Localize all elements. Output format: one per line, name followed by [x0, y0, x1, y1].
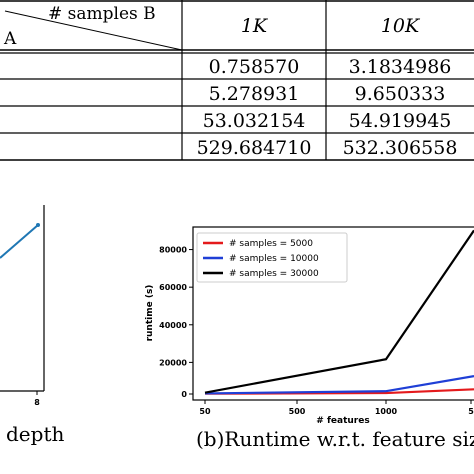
- y-axis-label: runtime (s): [145, 285, 155, 342]
- y-tick-label: 60000: [159, 283, 187, 292]
- table-cell: 9.650333: [355, 83, 446, 105]
- table-cell: 3.1834986: [349, 56, 452, 78]
- column-header-1k: 1K: [241, 15, 269, 37]
- x-tick-label: 5: [468, 407, 474, 416]
- x-tick-label: 1000: [375, 407, 398, 416]
- column-header-10k: 10K: [381, 15, 421, 37]
- y-tick-label: 40000: [159, 321, 187, 330]
- series-line: [204, 375, 474, 395]
- x-axis-label: # features: [316, 416, 369, 426]
- y-tick-label: 20000: [159, 358, 187, 367]
- header-left-label: A: [3, 29, 17, 49]
- figure-caption: (b)Runtime w.r.t. feature size: [196, 427, 474, 451]
- legend-label: # samples = 10000: [229, 254, 319, 264]
- table-cell: 0.758570: [209, 56, 300, 78]
- plot-frame: [192, 226, 474, 401]
- legend-label: # samples = 5000: [229, 239, 313, 249]
- left-x-tick: 8: [34, 398, 40, 407]
- header-diagonal: [4, 10, 183, 51]
- header-top-label: # samples B: [48, 4, 156, 24]
- table-cell: 54.919945: [349, 110, 452, 132]
- y-tick-label: 80000: [159, 246, 187, 255]
- legend-box: [196, 232, 348, 283]
- series-line: [204, 229, 474, 394]
- x-tick-label: 500: [289, 407, 306, 416]
- y-tick-label: 0: [181, 390, 187, 399]
- x-tick-label: 50: [199, 407, 211, 416]
- results-table: # samples B A 1K 10K 0.758570 3.1834986 …: [0, 0, 474, 161]
- left-figure-xlabel: depth: [6, 422, 65, 446]
- table-cell: 5.278931: [209, 83, 300, 105]
- table-cell: 53.032154: [203, 110, 306, 132]
- table-cell: 532.306558: [343, 137, 458, 159]
- left-series-point: [36, 223, 40, 227]
- legend-label: # samples = 30000: [229, 269, 319, 279]
- left-figure-plot: 8: [0, 205, 45, 407]
- left-series-line: [0, 224, 39, 259]
- table-cell: 529.684710: [197, 137, 312, 159]
